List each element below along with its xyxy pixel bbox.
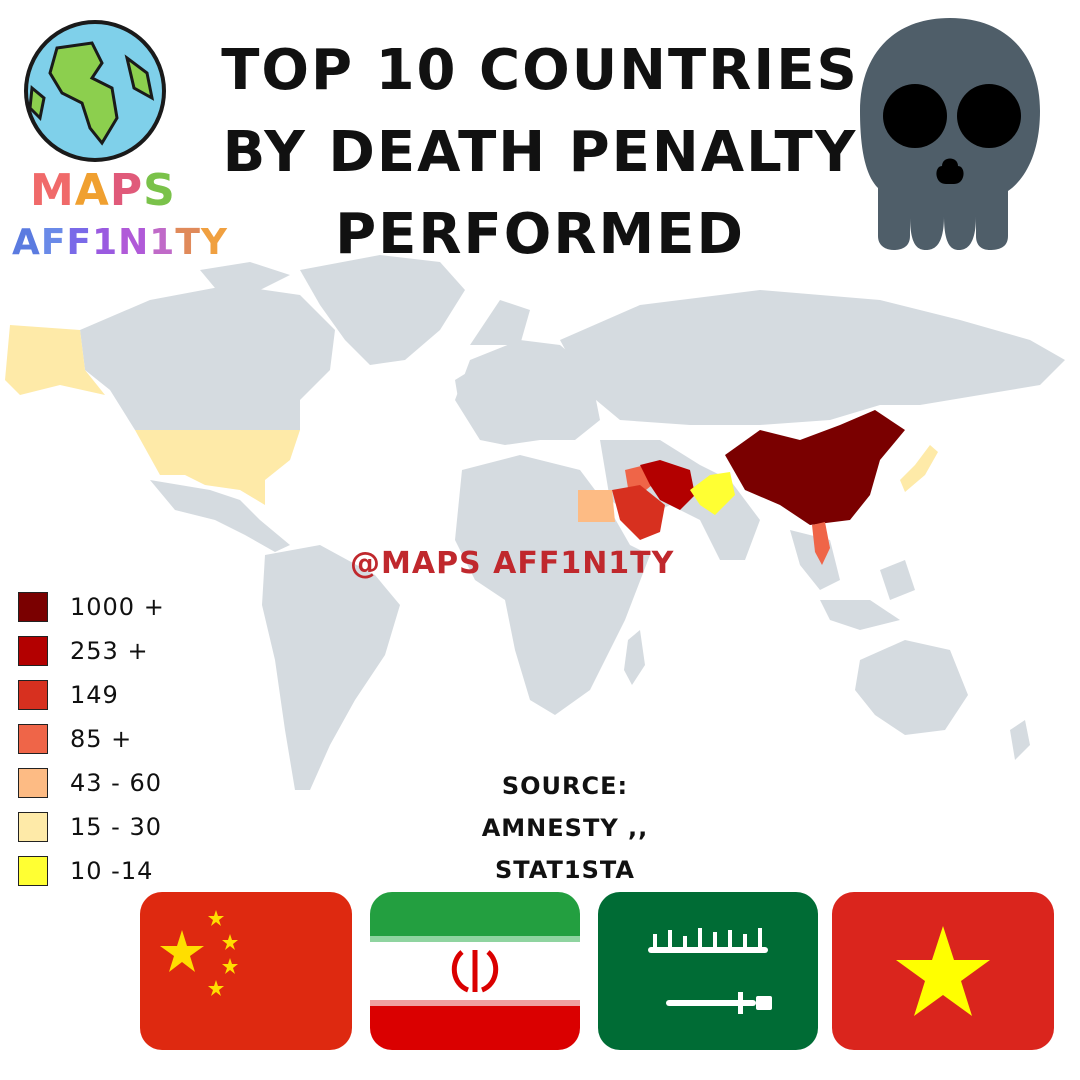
region-alaska — [5, 325, 105, 395]
globe-icon — [24, 20, 166, 162]
saudi-emblem — [648, 928, 772, 1014]
iran-stripes — [370, 892, 580, 1050]
legend-swatch — [18, 768, 48, 798]
star-icon — [208, 980, 224, 996]
legend-item: 15 - 30 — [18, 805, 165, 849]
legend-item: 10 -14 — [18, 849, 165, 893]
legend-label: 10 -14 — [70, 857, 154, 885]
brand-letter: F — [40, 222, 67, 263]
legend-label: 149 — [70, 681, 119, 709]
brand-letter: A — [74, 165, 110, 216]
source-heading: SOURCE: — [501, 772, 629, 800]
legend-swatch — [18, 636, 48, 666]
page-title: TOP 10 COUNTRIES BY DEATH PENALTY PERFOR… — [190, 30, 890, 276]
brand-letter: P — [109, 165, 144, 216]
map-highlights — [5, 325, 938, 565]
flag-china — [140, 892, 352, 1050]
region-china — [725, 410, 905, 525]
region-united-states — [135, 430, 300, 505]
brand-maps: MAPS — [30, 165, 176, 216]
region-saudi-arabia — [612, 485, 665, 540]
brand-letter: Y — [200, 222, 228, 263]
legend-swatch — [18, 680, 48, 710]
legend-label: 253 + — [70, 637, 149, 665]
legend-label: 1000 + — [70, 593, 165, 621]
legend-item: 149 — [18, 673, 165, 717]
star-icon — [222, 958, 238, 974]
source-note: SOURCE: AMNESTY ,, STAT1STA — [420, 765, 710, 891]
legend-label: 15 - 30 — [70, 813, 162, 841]
brand-affinity: AFF1N1TY — [12, 222, 228, 263]
skull-icon — [860, 18, 1040, 250]
region-pakistan — [690, 472, 735, 515]
brand-letter: F — [66, 222, 93, 263]
legend-swatch — [18, 812, 48, 842]
brand-letter: 1 — [92, 222, 119, 263]
star-icon — [160, 930, 204, 972]
vietnam-star — [896, 926, 990, 1016]
legend-label: 85 + — [70, 725, 133, 753]
star-icon — [208, 910, 224, 926]
legend-item: 43 - 60 — [18, 761, 165, 805]
title-line-3: PERFORMED — [335, 202, 745, 267]
brand-letter: S — [143, 165, 176, 216]
source-text: AMNESTY ,, STAT1STA — [481, 814, 649, 884]
brand-letter: N — [118, 222, 150, 263]
watermark-text: @MAPS AFF1N1TY — [350, 546, 675, 581]
legend-item: 85 + — [18, 717, 165, 761]
brand-letter: A — [12, 222, 41, 263]
flag-saudi-arabia — [598, 892, 818, 1050]
legend: 1000 + 253 + 149 85 + 43 - 60 15 - 30 10… — [18, 585, 165, 893]
map-land — [80, 255, 1065, 790]
title-line-1: TOP 10 COUNTRIES — [221, 38, 859, 103]
legend-label: 43 - 60 — [70, 769, 162, 797]
flag-iran — [370, 892, 580, 1050]
china-stars — [160, 910, 238, 996]
brand-letter: 1 — [149, 222, 176, 263]
brand-letter: M — [30, 165, 75, 216]
region-iran — [640, 460, 695, 510]
flag-vietnam — [832, 892, 1054, 1050]
region-egypt — [578, 490, 615, 522]
legend-item: 253 + — [18, 629, 165, 673]
world-map — [5, 255, 1065, 790]
iran-emblem — [451, 950, 499, 993]
brand-letter: T — [175, 222, 201, 263]
legend-swatch — [18, 856, 48, 886]
star-icon — [222, 934, 238, 950]
title-line-2: BY DEATH PENALTY — [222, 120, 858, 185]
legend-swatch — [18, 724, 48, 754]
legend-swatch — [18, 592, 48, 622]
legend-item: 1000 + — [18, 585, 165, 629]
region-vietnam — [812, 522, 830, 565]
region-japan — [900, 445, 938, 492]
star-icon — [896, 926, 990, 1016]
